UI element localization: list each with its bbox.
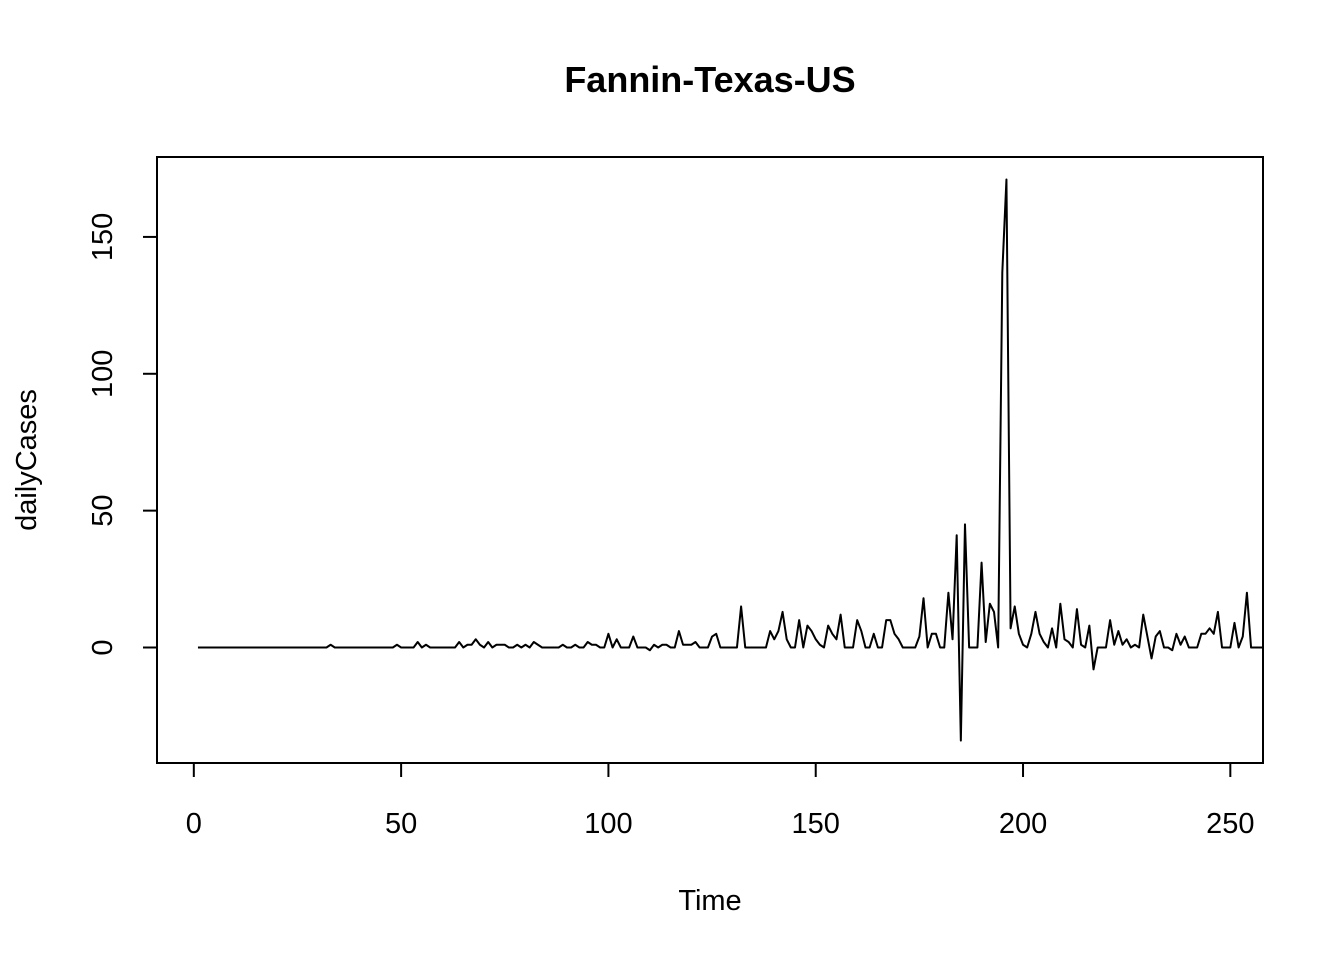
series-layer: [197, 178, 1264, 742]
x-tick-label: 200: [999, 808, 1047, 840]
series-line-1: [197, 178, 1264, 742]
y-tick-label: 50: [87, 495, 119, 527]
x-tick-label: 0: [186, 808, 202, 840]
x-tick-label: 250: [1206, 808, 1254, 840]
plot-frame: [156, 156, 1264, 764]
y-tick-label: 100: [87, 350, 119, 398]
y-tick-label: 150: [87, 213, 119, 261]
x-tick-label: 150: [792, 808, 840, 840]
y-axis-label: dailyCases: [11, 389, 43, 531]
x-axis-label: Time: [678, 885, 741, 917]
x-tick-label: 100: [584, 808, 632, 840]
x-tick-label: 50: [385, 808, 417, 840]
y-tick-label: 0: [87, 639, 119, 655]
chart-title: Fannin-Texas-US: [564, 59, 855, 100]
y-axis: 0 50 100 150: [87, 213, 158, 656]
x-axis: 0 50 100 150 200 250: [186, 762, 1255, 840]
